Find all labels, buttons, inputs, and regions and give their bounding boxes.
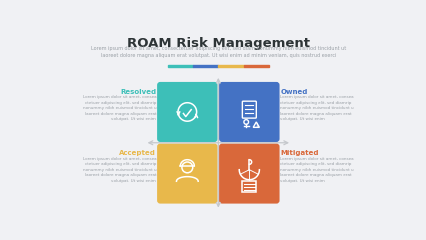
Text: Lorem ipsum dolor sit amet, consea
ctetuer adipiscing elit, sed diamrip
nonummy : Lorem ipsum dolor sit amet, consea ctetu… — [83, 95, 156, 121]
Text: Resolved: Resolved — [120, 89, 156, 95]
Text: Lorem ipsum dolor sit amet, consea
ctetuer adipiscing elit, sed diamrip
nonummy : Lorem ipsum dolor sit amet, consea ctetu… — [280, 157, 354, 183]
Bar — [193, 65, 219, 66]
Text: Lorem ipsum dolor sit amet, consea
ctetuer adipiscing elit, sed diamrip
nonummy : Lorem ipsum dolor sit amet, consea ctetu… — [280, 95, 354, 121]
FancyBboxPatch shape — [219, 144, 279, 204]
FancyBboxPatch shape — [219, 82, 279, 142]
Text: Accepted: Accepted — [119, 150, 156, 156]
Bar — [219, 65, 244, 66]
Text: !: ! — [255, 123, 258, 127]
Text: Mitigated: Mitigated — [280, 150, 319, 156]
Text: Lorem ipsum dolor sit amet, consectetuer adipiscing elit, sed diam nonummy nibh : Lorem ipsum dolor sit amet, consectetuer… — [91, 46, 346, 58]
Bar — [242, 181, 256, 192]
Bar — [244, 65, 269, 66]
Text: ROAM Risk Management: ROAM Risk Management — [127, 36, 310, 49]
Bar — [168, 65, 193, 66]
Text: Lorem ipsum dolor sit amet, consea
ctetuer adipiscing elit, sed diamrip
nonummy : Lorem ipsum dolor sit amet, consea ctetu… — [83, 157, 156, 183]
FancyBboxPatch shape — [157, 82, 218, 142]
Text: Owned: Owned — [280, 89, 308, 95]
FancyBboxPatch shape — [157, 144, 218, 204]
